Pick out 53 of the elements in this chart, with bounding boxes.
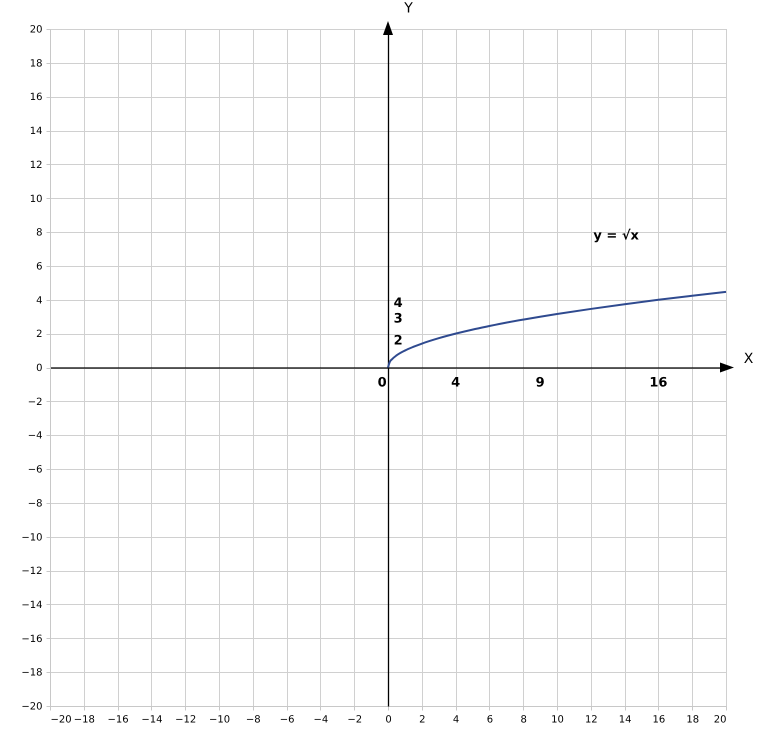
- annotation: y = √x: [593, 228, 640, 244]
- x-tick-label: −18: [74, 714, 95, 726]
- x-tick-label: 0: [385, 714, 392, 726]
- x-tick-label: −12: [175, 714, 196, 726]
- annotation: 16: [649, 376, 668, 391]
- y-axis-title: Y: [403, 0, 414, 16]
- x-tick-label: 8: [520, 714, 527, 726]
- y-tick-label: 6: [36, 261, 42, 272]
- x-tick-label: 18: [686, 714, 700, 726]
- y-tick-label: −20: [21, 702, 42, 712]
- y-tick-label: −4: [28, 430, 42, 442]
- x-tick-label: 20: [714, 714, 726, 726]
- y-tick-label: −8: [28, 498, 42, 510]
- annotation: 9: [536, 376, 545, 391]
- x-tick-label: 14: [618, 714, 632, 726]
- y-tick-label: 4: [36, 295, 42, 306]
- annotation: 4: [394, 296, 403, 312]
- x-axis-title: X: [744, 351, 754, 367]
- x-tick-label: −16: [108, 714, 129, 726]
- x-tick-label: 6: [486, 714, 494, 726]
- x-tick-label: −4: [314, 714, 328, 726]
- x-tick-label: 12: [584, 714, 598, 726]
- y-tick-label: −12: [21, 566, 42, 578]
- y-tick-label: 16: [30, 92, 42, 104]
- y-tick-label: 10: [30, 194, 42, 205]
- annotation: 0: [378, 376, 387, 391]
- y-tick-label: −6: [28, 464, 42, 476]
- y-tick-label: 2: [36, 329, 42, 340]
- x-tick-label: −14: [141, 714, 162, 726]
- x-tick-label: −20: [50, 714, 72, 726]
- annotation: 3: [394, 311, 403, 326]
- x-tick-label: −10: [208, 714, 230, 726]
- y-tick-label: 8: [36, 228, 42, 239]
- y-tick-label: 20: [30, 24, 42, 36]
- x-tick-label: −8: [246, 714, 261, 726]
- annotation: 4: [451, 376, 460, 391]
- x-tick-label: 4: [452, 714, 460, 726]
- y-tick-label: −16: [21, 634, 42, 645]
- x-tick-label: 16: [652, 714, 666, 726]
- y-tick-label: 14: [30, 126, 42, 138]
- x-tick-label: 2: [419, 714, 426, 726]
- y-tick-label: −2: [28, 396, 42, 408]
- y-tick-label: −10: [21, 532, 42, 544]
- annotation: 2: [394, 333, 403, 348]
- y-tick-label: 0: [36, 363, 42, 374]
- x-tick-label: −2: [347, 714, 362, 726]
- y-tick-label: 12: [30, 160, 42, 171]
- x-tick-label: 10: [551, 714, 564, 726]
- y-tick-label: −18: [21, 668, 42, 679]
- line-series: [387, 290, 727, 368]
- y-tick-label: 18: [30, 58, 42, 70]
- y-tick-label: −14: [21, 600, 42, 611]
- x-tick-label: −6: [280, 714, 294, 726]
